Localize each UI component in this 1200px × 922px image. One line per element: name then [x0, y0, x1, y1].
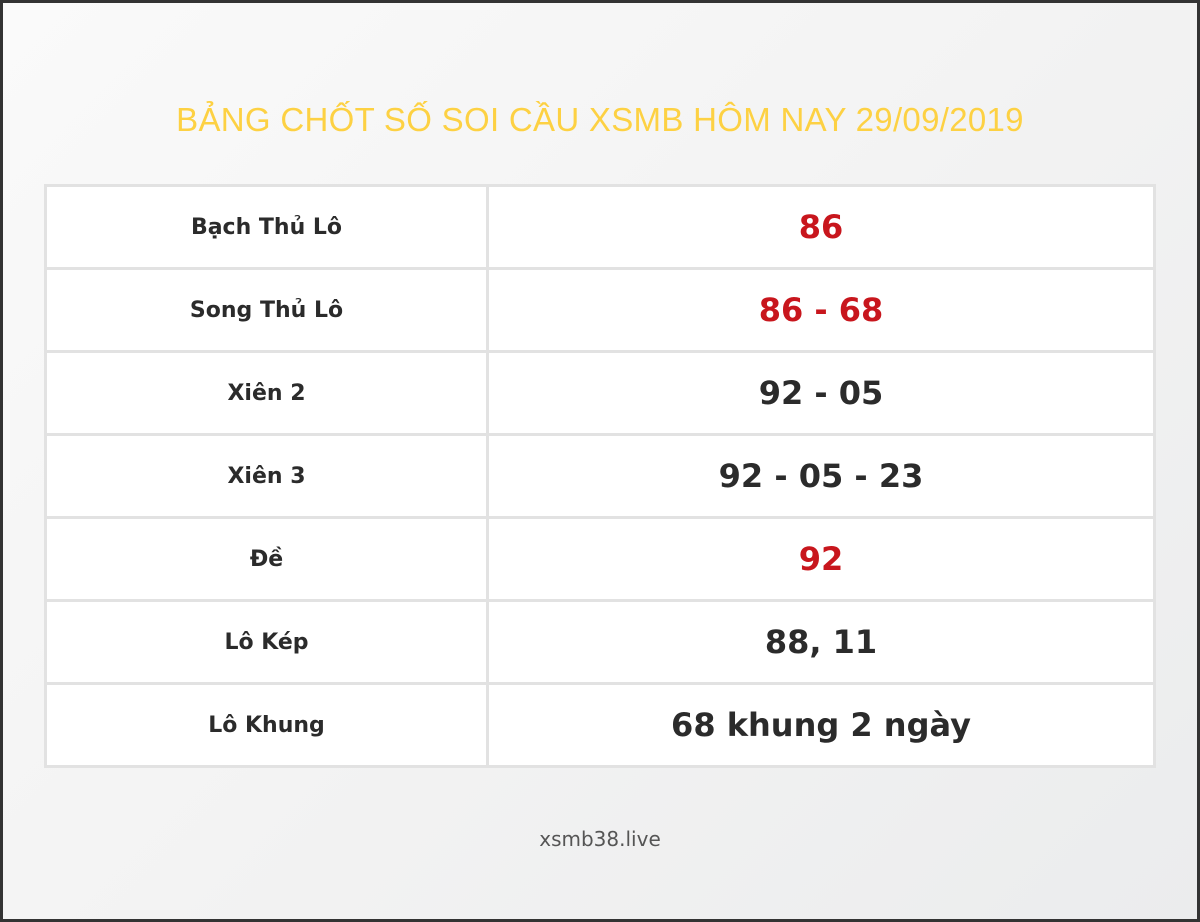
row-value: 88, 11 — [486, 599, 1156, 685]
row-value: 92 - 05 - 23 — [486, 433, 1156, 519]
table-row: Song Thủ Lô 86 - 68 — [44, 267, 1156, 353]
table-row: Lô Khung 68 khung 2 ngày — [44, 682, 1156, 768]
row-label: Đề — [44, 516, 489, 602]
table-row: Lô Kép 88, 11 — [44, 599, 1156, 685]
prediction-table: Bạch Thủ Lô 86 Song Thủ Lô 86 - 68 Xiên 2 92 … — [44, 184, 1156, 768]
row-value: 86 - 68 — [486, 267, 1156, 353]
site-watermark: xsmb38.live — [539, 827, 661, 851]
row-label: Xiên 3 — [44, 433, 489, 519]
row-value: 92 — [486, 516, 1156, 602]
row-value: 68 khung 2 ngày — [486, 682, 1156, 768]
row-label: Lô Khung — [44, 682, 489, 768]
row-value: 92 - 05 — [486, 350, 1156, 436]
row-label: Lô Kép — [44, 599, 489, 685]
row-label: Bạch Thủ Lô — [44, 184, 489, 270]
table-row: Xiên 3 92 - 05 - 23 — [44, 433, 1156, 519]
row-label: Song Thủ Lô — [44, 267, 489, 353]
table-row: Đề 92 — [44, 516, 1156, 602]
table-row: Xiên 2 92 - 05 — [44, 350, 1156, 436]
row-value: 86 — [486, 184, 1156, 270]
row-label: Xiên 2 — [44, 350, 489, 436]
page-title: BẢNG CHỐT SỐ SOI CẦU XSMB HÔM NAY 29/09/… — [176, 101, 1024, 138]
table-row: Bạch Thủ Lô 86 — [44, 184, 1156, 270]
